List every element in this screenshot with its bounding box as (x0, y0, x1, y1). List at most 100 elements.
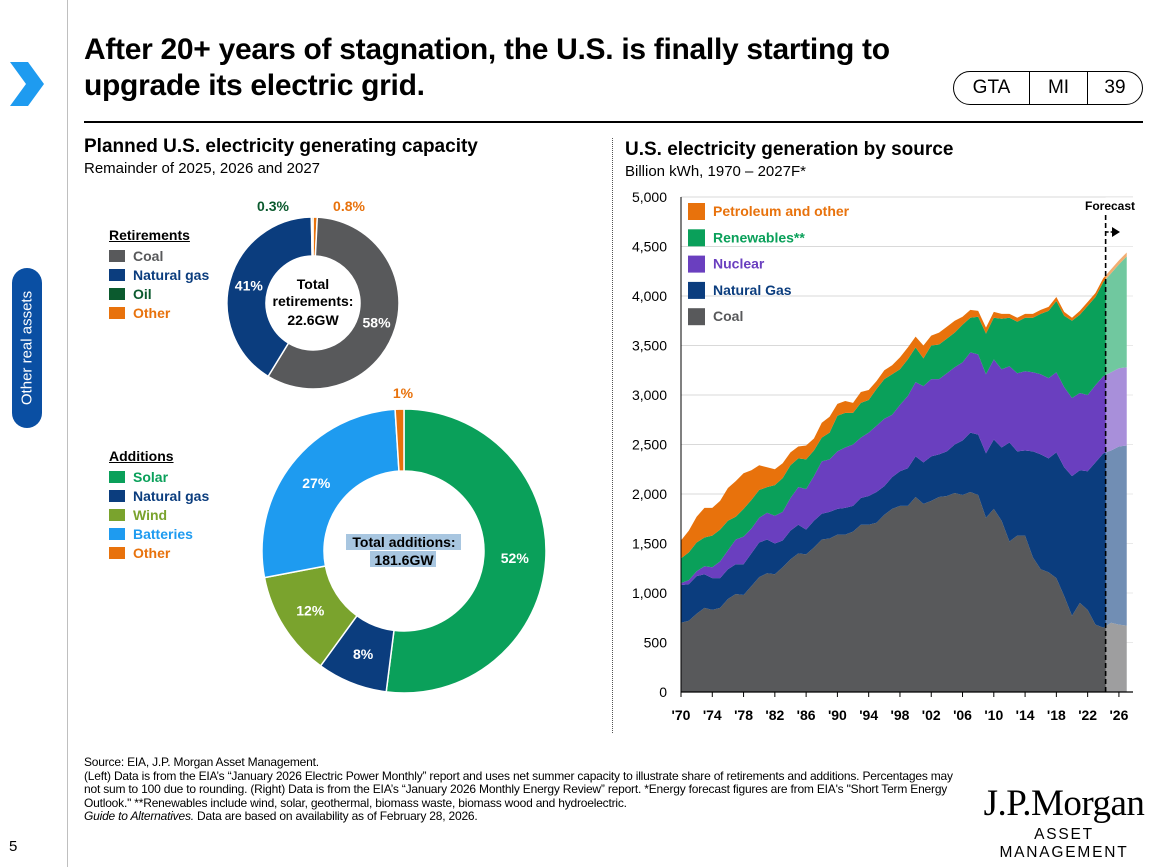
center-highlight (370, 551, 436, 567)
legend-item: Wind (109, 505, 209, 524)
forecast-label: Forecast (1085, 199, 1135, 213)
legend-label: Oil (133, 285, 152, 302)
legend-label: Solar (133, 468, 169, 485)
slice-label: 27% (302, 475, 331, 491)
logo-subtitle: ASSET MANAGEMENT (999, 826, 1129, 861)
chevron-right-icon[interactable] (6, 60, 48, 108)
pie-slice-other (394, 408, 405, 472)
tag-gta: GTA (954, 72, 1030, 104)
legend-swatch (109, 249, 125, 262)
retirements-legend: Retirements Coal Natural gas Oil Other (109, 227, 209, 322)
legend-label: Other (133, 544, 171, 561)
legend-swatch (688, 281, 705, 299)
legend-item: Coal (109, 246, 209, 265)
slice-label: 0.8% (333, 198, 365, 214)
legend-label: Wind (133, 506, 168, 523)
legend-label: Renewables** (713, 229, 805, 245)
x-tick-label: '10 (984, 707, 1003, 723)
legend-swatch (688, 203, 705, 220)
legend-swatch (109, 489, 125, 502)
legend-label: Nuclear (713, 256, 765, 272)
page-title: After 20+ years of stagnation, the U.S. … (84, 33, 890, 102)
x-tick-label: '90 (828, 707, 847, 723)
center-value: 181.6GW (374, 552, 434, 568)
slice-label: 41% (235, 278, 264, 294)
legend-swatch (109, 508, 125, 521)
legend-swatch (109, 306, 125, 319)
guide-note: Guide to Alternatives. Data are based on… (84, 810, 969, 824)
x-tick-label: '26 (1109, 707, 1128, 723)
pie-slice-natural-gas (226, 216, 313, 378)
right-chart-title: U.S. electricity generation by source (625, 139, 954, 160)
legend-swatch (688, 255, 705, 273)
tag-page: 39 (1104, 77, 1126, 98)
legend-swatch (109, 527, 125, 540)
legend-label: Natural gas (133, 266, 210, 283)
left-chart-title: Planned U.S. electricity generating capa… (84, 136, 478, 157)
y-tick-label: 4,000 (632, 288, 667, 304)
forecast-arrow-head (1112, 227, 1120, 237)
y-tick-label: 1,500 (632, 536, 667, 552)
center-value: 22.6GW (287, 312, 339, 328)
retirements-legend-title: Retirements (109, 227, 190, 243)
legend-label: Coal (713, 308, 743, 324)
center-label: Total additions: (352, 534, 455, 550)
area-coal (681, 492, 1127, 692)
right-chart-subtitle: Billion kWh, 1970 – 2027F* (625, 163, 806, 180)
area-natural-gas (681, 432, 1127, 628)
additions-legend: Additions Solar Natural gas Wind Batteri… (109, 448, 209, 562)
x-tick-label: '86 (797, 707, 816, 723)
slice-label: 52% (501, 550, 530, 566)
page-number: 5 (9, 838, 18, 855)
footnotes: Source: EIA, J.P. Morgan Asset Managemen… (84, 755, 969, 824)
x-tick-label: '94 (859, 707, 878, 723)
source-note: Source: EIA, J.P. Morgan Asset Managemen… (84, 755, 319, 769)
legend-label: Batteries (133, 525, 193, 542)
area-nuclear (681, 352, 1127, 586)
legend-item: Batteries (109, 524, 209, 543)
slice-label: 8% (353, 646, 374, 662)
x-tick-label: '02 (922, 707, 941, 723)
legend-label: Other (133, 304, 171, 321)
x-tick-label: '18 (1047, 707, 1066, 723)
jpmorgan-logo: J.P.Morgan ASSET MANAGEMENT (983, 784, 1145, 862)
tag-mi: MI (1030, 72, 1088, 104)
additions-legend-title: Additions (109, 448, 174, 464)
y-tick-label: 1,000 (632, 585, 667, 601)
x-tick-label: '06 (953, 707, 972, 723)
section-tab[interactable]: Other real assets (12, 268, 42, 428)
logo-name: J.P.Morgan (983, 783, 1145, 824)
legend-item: Natural gas (109, 265, 209, 284)
data-notes: (Left) Data is from the EIA’s “January 2… (84, 768, 953, 810)
legend-label: Coal (133, 247, 164, 264)
center-label: retirements: (273, 293, 354, 309)
y-tick-label: 0 (659, 684, 667, 700)
legend-swatch (688, 229, 705, 247)
legend-item: Oil (109, 284, 209, 303)
legend-swatch (688, 308, 705, 326)
legend-swatch (109, 287, 125, 300)
side-rail (67, 0, 68, 867)
pie-slice-batteries (261, 408, 400, 579)
area-renewables (681, 256, 1127, 584)
y-tick-label: 2,500 (632, 437, 667, 453)
pie-slice-solar (385, 408, 547, 694)
x-tick-label: '82 (765, 707, 784, 723)
x-tick-label: '98 (891, 707, 910, 723)
pie-slice-oil (310, 216, 314, 257)
y-tick-label: 4,500 (632, 239, 667, 255)
slice-label: 1% (393, 385, 414, 401)
guide-suffix: Data are based on availability as of Feb… (193, 809, 478, 824)
legend-item: Other (109, 303, 209, 322)
slice-label: 0.3% (257, 198, 289, 214)
legend-item: Other (109, 543, 209, 562)
legend-swatch (109, 268, 125, 281)
left-chart-subtitle: Remainder of 2025, 2026 and 2027 (84, 160, 321, 177)
title-rule (84, 121, 1143, 123)
guide-title: Guide to Alternatives. (84, 809, 194, 824)
legend-swatch (109, 546, 125, 559)
legend-label: Natural Gas (713, 282, 792, 298)
y-tick-label: 2,000 (632, 486, 667, 502)
legend-label: Petroleum and other (713, 203, 850, 219)
